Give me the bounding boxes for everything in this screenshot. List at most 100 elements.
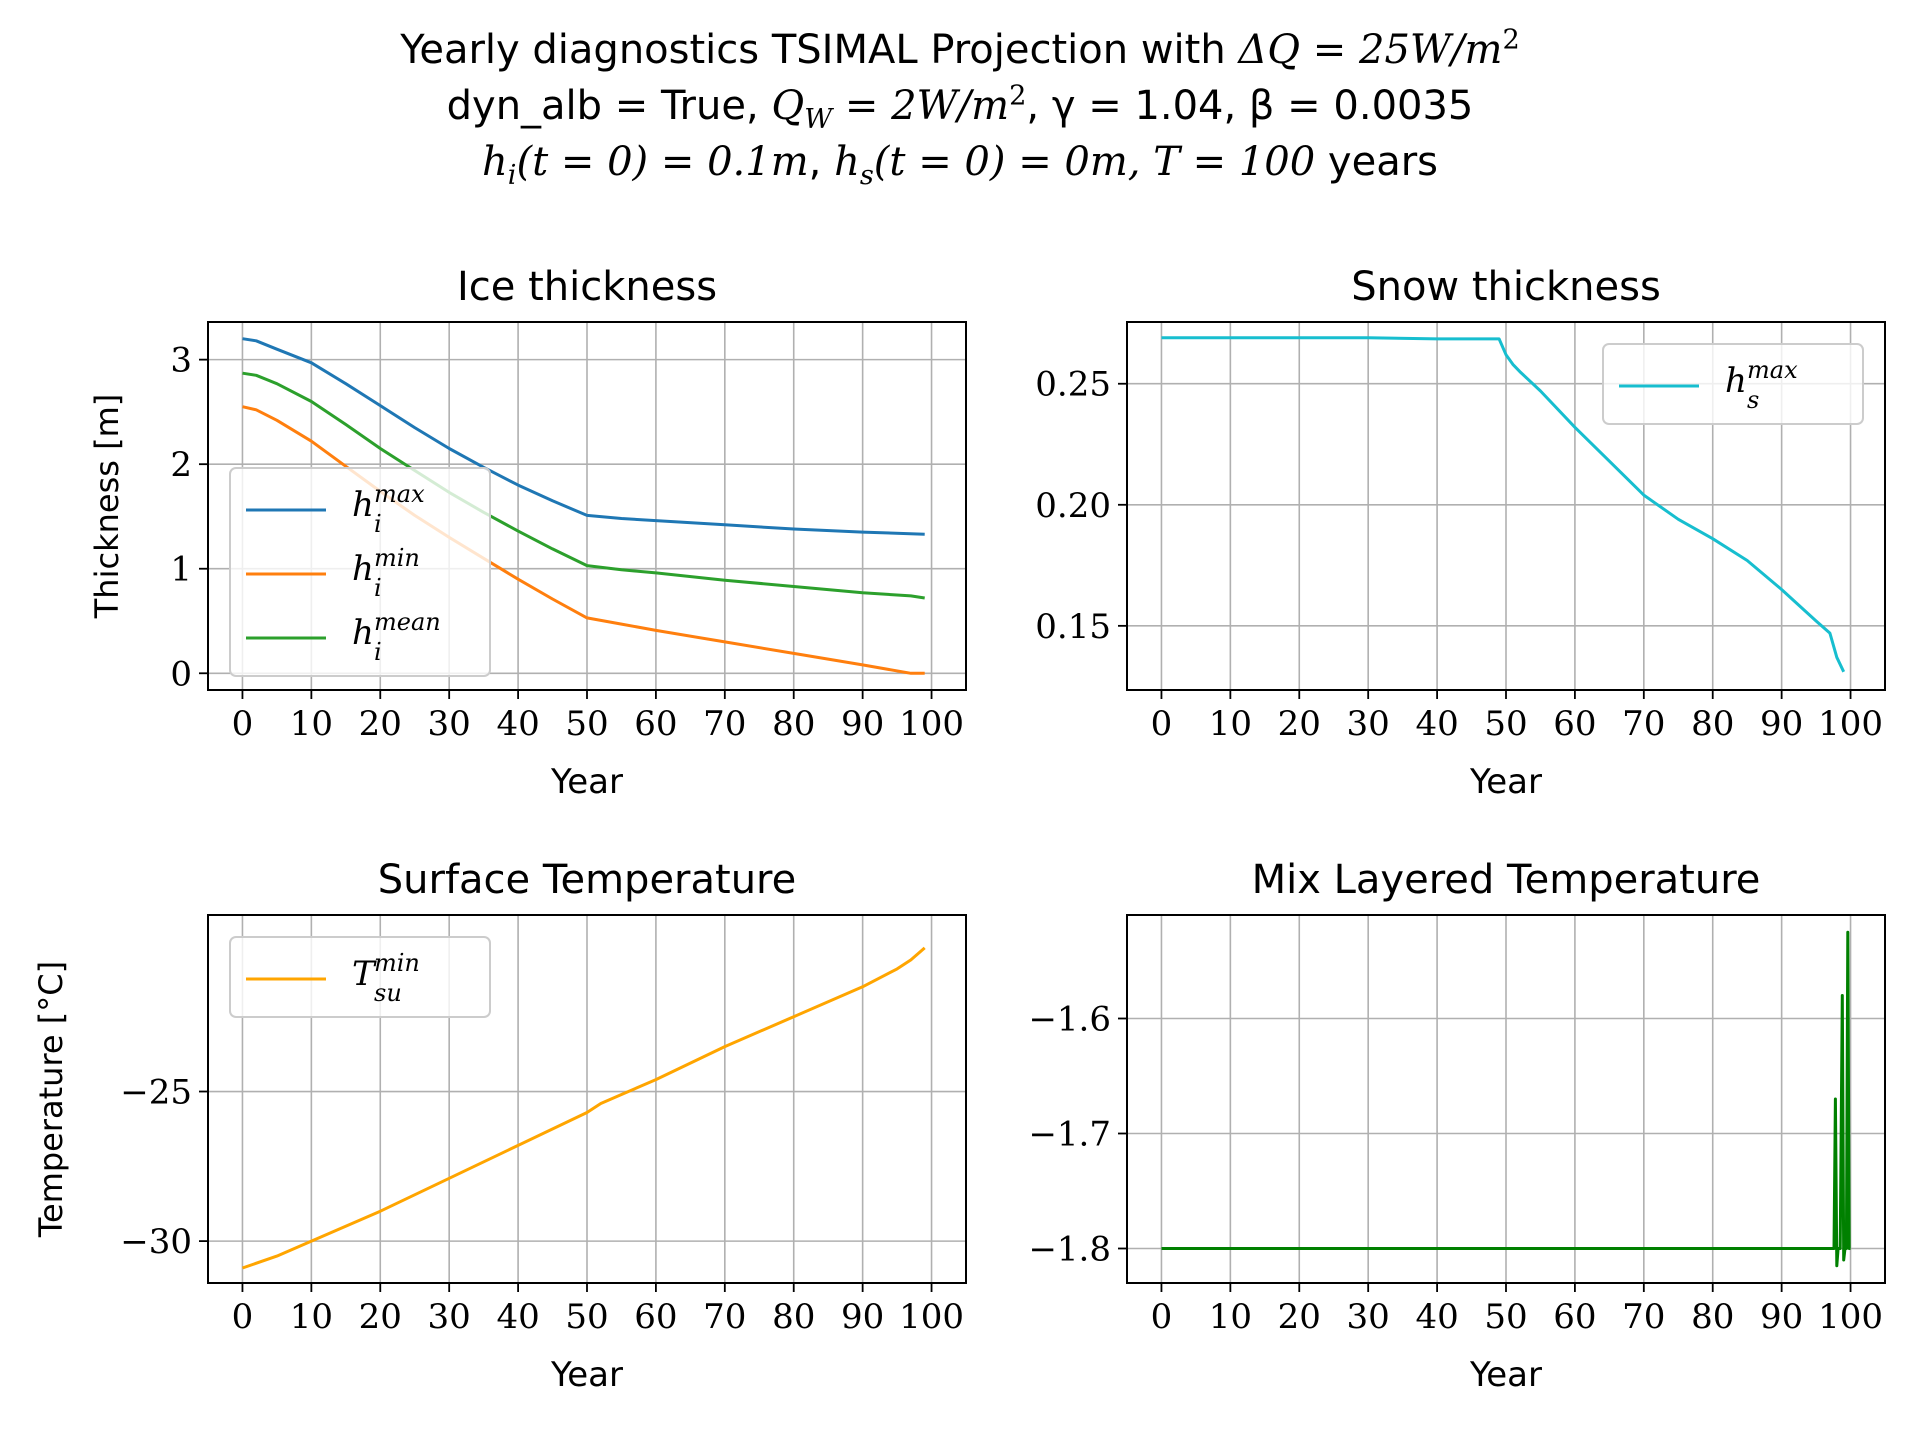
x-tick-label: 60 (634, 1297, 677, 1337)
legend-frame (229, 467, 491, 677)
x-tick-label: 60 (1553, 704, 1596, 744)
figure-title: Yearly diagnostics TSIMAL Projection wit… (0, 22, 1920, 190)
x-tick-label: 30 (1347, 704, 1390, 744)
x-tick-label: 100 (899, 1297, 964, 1337)
x-tick-label: 70 (1622, 704, 1665, 744)
legend-label-sup: mean (374, 608, 441, 636)
legend-label: hmax s (1725, 356, 1798, 414)
legend-frame (229, 936, 491, 1018)
x-tick-label: 40 (1415, 704, 1458, 744)
x-axis-label: Year (1469, 1355, 1542, 1395)
y-tick-label: −1.6 (1028, 1000, 1111, 1040)
panel-title: Ice thickness (457, 264, 717, 310)
series-line-1 (1161, 930, 1851, 1268)
legend-label: hmean i (352, 608, 441, 666)
x-axis-label: Year (550, 762, 623, 802)
y-tick-label: −1.8 (1028, 1230, 1111, 1270)
figure-title-line-2: dyn_alb = True, QW = 2W/m2, γ = 1.04, β … (446, 80, 1474, 135)
y-tick-label: 1 (170, 550, 192, 590)
x-tick-label: 80 (1691, 1297, 1734, 1337)
x-tick-label: 0 (1151, 704, 1173, 744)
legend: hmax s (1602, 343, 1864, 425)
x-tick-label: 40 (496, 704, 539, 744)
series-line-1 (242, 337, 925, 536)
legend-label-base: h (1725, 361, 1747, 401)
x-tick-label: 30 (1347, 1297, 1390, 1337)
figure-title-line-3: hi(t = 0) = 0.1m, hs(t = 0) = 0m, T = 10… (482, 139, 1438, 191)
y-tick-label: −25 (120, 1073, 192, 1113)
x-tick-label: 50 (1484, 1297, 1527, 1337)
x-tick-label: 0 (1151, 1297, 1173, 1337)
y-tick-label: 3 (170, 341, 192, 381)
x-tick-label: 60 (634, 704, 677, 744)
legend-label-base: T (352, 954, 377, 994)
x-tick-label: 60 (1553, 1297, 1596, 1337)
legend-frame (1602, 343, 1864, 425)
legend-label: Tmin su (352, 949, 420, 1007)
figure-title-line-1: Yearly diagnostics TSIMAL Projection wit… (400, 24, 1520, 73)
y-tick-label: 2 (170, 445, 192, 485)
y-tick-label: 0.15 (1035, 607, 1111, 647)
x-tick-label: 40 (496, 1297, 539, 1337)
legend-label-sub: i (374, 510, 382, 538)
x-tick-label: 80 (772, 1297, 815, 1337)
legend-label-sub: i (374, 574, 382, 602)
chart-mix-layered-temperature: 0 10 20 30 40 50 60 70 80 90 100 −1.8 −1.7 −1.6 Mix La… (1028, 857, 1886, 1395)
x-tick-label: 70 (703, 1297, 746, 1337)
y-tick-label: −30 (120, 1222, 192, 1262)
x-tick-label: 0 (232, 1297, 254, 1337)
panel-title: Surface Temperature (378, 857, 796, 903)
x-tick-label: 90 (1760, 1297, 1803, 1337)
x-tick-label: 90 (841, 1297, 884, 1337)
x-tick-label: 90 (841, 704, 884, 744)
x-tick-label: 0 (232, 704, 254, 744)
x-tick-label: 30 (428, 704, 471, 744)
legend-label-sub: su (374, 979, 402, 1007)
x-tick-label: 20 (359, 1297, 402, 1337)
series-line-3 (242, 371, 925, 600)
legend-label-sup: min (374, 544, 420, 572)
chart-surface-temperature: 0 10 20 30 40 50 60 70 80 90 100 −30 −25 Surface Temp… (32, 857, 967, 1395)
legend-label-sup: max (1747, 356, 1798, 384)
legend-label-base: h (352, 549, 374, 589)
x-tick-label: 10 (1209, 1297, 1252, 1337)
chart-ice-thickness: 0 10 20 30 40 50 60 70 80 90 100 0 1 2 3 Ice thickness Y… (88, 264, 967, 802)
x-tick-label: 20 (1278, 704, 1321, 744)
y-tick-label: 0.25 (1035, 365, 1111, 405)
legend-label-base: h (352, 613, 374, 653)
legend-label: hmax i (352, 480, 425, 538)
x-tick-label: 20 (359, 704, 402, 744)
x-axis-label: Year (550, 1355, 623, 1395)
x-tick-label: 70 (703, 704, 746, 744)
x-tick-label: 40 (1415, 1297, 1458, 1337)
x-axis-label: Year (1469, 762, 1542, 802)
x-tick-label: 10 (290, 704, 333, 744)
x-tick-label: 100 (1818, 1297, 1883, 1337)
x-tick-label: 80 (772, 704, 815, 744)
legend-label-sup: max (374, 480, 425, 508)
legend-label: hmin i (352, 544, 420, 602)
legend-label-sup: min (374, 949, 420, 977)
series-line-1 (1161, 336, 1846, 673)
x-tick-label: 100 (1818, 704, 1883, 744)
x-tick-label: 20 (1278, 1297, 1321, 1337)
x-tick-label: 10 (1209, 704, 1252, 744)
legend: Tmin su (229, 936, 491, 1018)
y-axis-label: Thickness [m] (88, 394, 126, 619)
x-tick-label: 70 (1622, 1297, 1665, 1337)
legend-label-base: h (352, 485, 374, 525)
panel-title: Mix Layered Temperature (1252, 857, 1761, 903)
x-tick-label: 80 (1691, 704, 1734, 744)
panel-title: Snow thickness (1351, 264, 1661, 310)
y-tick-label: 0.20 (1035, 486, 1111, 526)
x-tick-label: 100 (899, 704, 964, 744)
x-tick-label: 50 (565, 1297, 608, 1337)
legend-label-sub: i (374, 638, 382, 666)
chart-snow-thickness: 0 10 20 30 40 50 60 70 80 90 100 0.15 0.20 0.25 Snow t… (1035, 264, 1886, 802)
y-tick-label: −1.7 (1028, 1115, 1111, 1155)
series-line-2 (242, 405, 925, 675)
y-tick-label: 0 (170, 654, 192, 694)
y-axis-label: Temperature [°C] (32, 961, 70, 1238)
